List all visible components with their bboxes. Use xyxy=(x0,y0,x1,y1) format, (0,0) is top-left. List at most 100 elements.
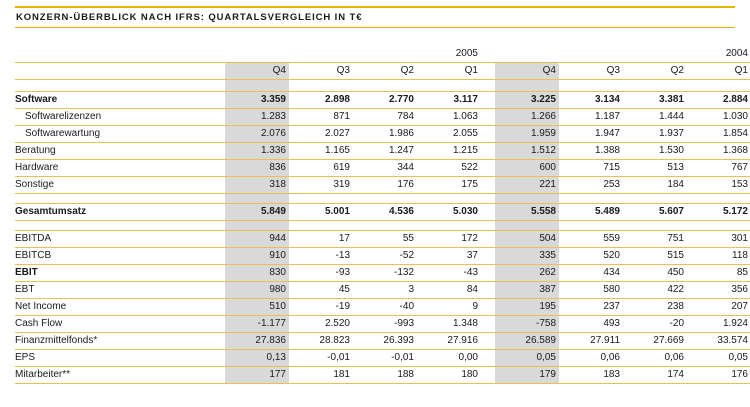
value-cell: 1.444 xyxy=(623,108,687,126)
row-label: Cash Flow xyxy=(15,315,225,333)
value-cell: 175 xyxy=(417,176,481,194)
value-cell: 0,00 xyxy=(417,349,481,367)
value-cell: 221 xyxy=(495,176,559,194)
value-cell: 1.947 xyxy=(559,125,623,143)
gap-cell xyxy=(481,247,495,265)
value-cell: 3.359 xyxy=(225,91,289,109)
gap-cell xyxy=(481,332,495,350)
value-cell: 387 xyxy=(495,281,559,299)
value-cell: 619 xyxy=(289,159,353,177)
value-cell: 1.937 xyxy=(623,125,687,143)
table-body: 2005 2004 Q4 Q3 Q2 Q1 Q4 Q3 Q2 Q1 Softwa… xyxy=(15,45,750,384)
gap-cell xyxy=(481,298,495,316)
value-cell: 836 xyxy=(225,159,289,177)
value-cell: 153 xyxy=(687,176,750,194)
value-cell: 1.283 xyxy=(225,108,289,126)
quarter-header: Q1 xyxy=(417,62,481,80)
value-cell: 177 xyxy=(225,366,289,384)
value-cell: 493 xyxy=(559,315,623,333)
gap-cell xyxy=(481,108,495,126)
value-cell: 784 xyxy=(353,108,417,126)
value-cell: 751 xyxy=(623,230,687,248)
value-cell: 181 xyxy=(289,366,353,384)
value-cell: 1.348 xyxy=(417,315,481,333)
row-label: Software xyxy=(15,91,225,109)
gap-cell xyxy=(481,125,495,143)
value-cell: 1.986 xyxy=(353,125,417,143)
value-cell: 830 xyxy=(225,264,289,282)
row-label: Mitarbeiter** xyxy=(15,366,225,384)
value-cell: 174 xyxy=(623,366,687,384)
value-cell: 3 xyxy=(353,281,417,299)
gap-cell xyxy=(481,281,495,299)
value-cell: 172 xyxy=(417,230,481,248)
value-cell: 3.225 xyxy=(495,91,559,109)
value-cell: 1.215 xyxy=(417,142,481,160)
quarter-header: Q2 xyxy=(623,62,687,80)
value-cell: 1.063 xyxy=(417,108,481,126)
value-cell: 118 xyxy=(687,247,750,265)
value-cell: 559 xyxy=(559,230,623,248)
value-cell: 510 xyxy=(225,298,289,316)
value-cell: 3.381 xyxy=(623,91,687,109)
value-cell: 1.187 xyxy=(559,108,623,126)
gap-cell xyxy=(481,159,495,177)
value-cell: 176 xyxy=(353,176,417,194)
table-row: Cash Flow -1.177 2.520 -993 1.348 -758 493 -20 1… xyxy=(15,315,750,333)
value-cell: 28.823 xyxy=(289,332,353,350)
value-cell: 2.898 xyxy=(289,91,353,109)
value-cell: 1.266 xyxy=(495,108,559,126)
value-cell: 17 xyxy=(289,230,353,248)
gap-cell xyxy=(481,315,495,333)
value-cell: 944 xyxy=(225,230,289,248)
row-label: Softwarewartung xyxy=(15,125,225,143)
value-cell: 5.001 xyxy=(289,203,353,221)
value-cell: 27.836 xyxy=(225,332,289,350)
value-cell: 2.076 xyxy=(225,125,289,143)
value-cell: 26.589 xyxy=(495,332,559,350)
value-cell: 27.911 xyxy=(559,332,623,350)
value-cell: 504 xyxy=(495,230,559,248)
table-row: Beratung 1.336 1.165 1.247 1.215 1.512 1.388 1.… xyxy=(15,142,750,160)
value-cell: -52 xyxy=(353,247,417,265)
value-cell: 179 xyxy=(495,366,559,384)
value-cell: 1.512 xyxy=(495,142,559,160)
value-cell: 1.924 xyxy=(687,315,750,333)
value-cell: 522 xyxy=(417,159,481,177)
spacer-row xyxy=(15,79,750,92)
value-cell: -19 xyxy=(289,298,353,316)
row-label: EBITCB xyxy=(15,247,225,265)
value-cell: 1.165 xyxy=(289,142,353,160)
row-label: Net Income xyxy=(15,298,225,316)
value-cell: 5.172 xyxy=(687,203,750,221)
value-cell: 5.030 xyxy=(417,203,481,221)
value-cell: 1.247 xyxy=(353,142,417,160)
year-header-2004: 2004 xyxy=(495,45,750,63)
gap-cell xyxy=(481,176,495,194)
value-cell: 180 xyxy=(417,366,481,384)
quarter-header-row: Q4 Q3 Q2 Q1 Q4 Q3 Q2 Q1 xyxy=(15,62,750,80)
table-row: EBITDA 944 17 55 172 504 559 751 301 xyxy=(15,230,750,248)
gap-cell xyxy=(481,142,495,160)
value-cell: -20 xyxy=(623,315,687,333)
value-cell: -758 xyxy=(495,315,559,333)
row-label: Softwarelizenzen xyxy=(15,108,225,126)
value-cell: 33.574 xyxy=(687,332,750,350)
value-cell: 2.027 xyxy=(289,125,353,143)
quarter-header: Q3 xyxy=(289,62,353,80)
row-label: EPS xyxy=(15,349,225,367)
value-cell: 980 xyxy=(225,281,289,299)
value-cell: 5.849 xyxy=(225,203,289,221)
value-cell: 55 xyxy=(353,230,417,248)
value-cell: 513 xyxy=(623,159,687,177)
value-cell: 184 xyxy=(623,176,687,194)
table-row: EBITCB 910 -13 -52 37 335 520 515 118 xyxy=(15,247,750,265)
quarter-header: Q1 xyxy=(687,62,750,80)
value-cell: 0,06 xyxy=(559,349,623,367)
value-cell: 3.134 xyxy=(559,91,623,109)
value-cell: 237 xyxy=(559,298,623,316)
value-cell: 3.117 xyxy=(417,91,481,109)
value-cell: -1.177 xyxy=(225,315,289,333)
value-cell: 580 xyxy=(559,281,623,299)
table-row: Sonstige 318 319 176 175 221 253 184 153 xyxy=(15,176,750,194)
